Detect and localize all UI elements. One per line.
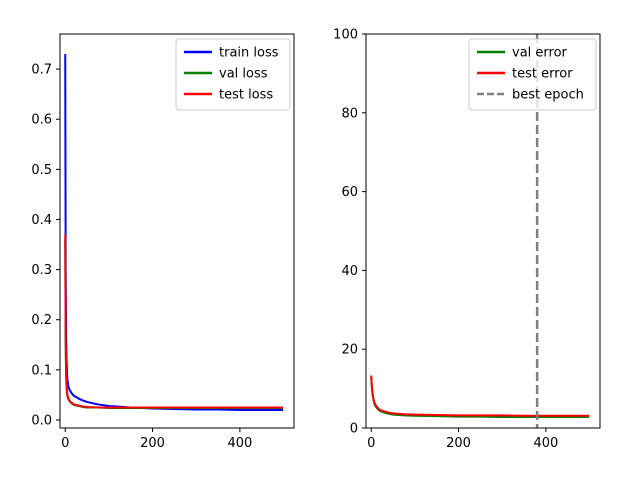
error-axes-ticks: 0 200 400 0 20 40 60 80 100 [333, 28, 558, 452]
error-axes-frame [365, 33, 601, 429]
loss-legend: train loss val loss test loss [175, 38, 291, 111]
error-legend-label-best-epoch: best epoch [512, 88, 584, 103]
error-series-test-error [370, 375, 590, 417]
error-x-tick-label: 200 [446, 436, 471, 451]
loss-y-tick-label: 0.3 [31, 263, 52, 278]
error-legend: val error test error best epoch [468, 38, 597, 111]
error-legend-label-val-error: val error [512, 46, 568, 61]
loss-y-tick-label: 0.1 [31, 363, 52, 378]
error-y-tick-label: 60 [341, 185, 358, 200]
error-y-tick-label: 100 [333, 28, 358, 43]
loss-y-tick-label: 0.4 [31, 213, 52, 228]
error-y-tick-label: 40 [341, 264, 358, 279]
loss-subplot: 0 200 400 0.0 0.1 0.2 0.3 0.4 0.5 0.6 0.7 train lo… [31, 33, 295, 451]
loss-y-tick-label: 0.0 [31, 413, 52, 428]
loss-legend-label-test-loss: test loss [219, 88, 273, 103]
loss-y-tick-label: 0.2 [31, 313, 52, 328]
loss-y-tick-label: 0.5 [31, 163, 52, 178]
error-x-tick-label: 400 [533, 436, 558, 451]
error-x-tick-label: 0 [367, 436, 375, 451]
loss-y-tick-label: 0.6 [31, 113, 52, 128]
loss-legend-box [175, 38, 291, 111]
loss-x-tick-label: 0 [61, 436, 69, 451]
error-y-tick-label: 80 [341, 106, 358, 121]
loss-axes-frame [59, 33, 295, 429]
loss-axes-ticks: 0 200 400 0.0 0.1 0.2 0.3 0.4 0.5 0.6 0.7 [31, 63, 252, 451]
loss-x-tick-label: 200 [140, 436, 165, 451]
loss-y-tick-label: 0.7 [31, 63, 52, 78]
loss-x-tick-label: 400 [227, 436, 252, 451]
loss-plot-area [64, 54, 284, 411]
error-y-tick-label: 0 [350, 422, 358, 437]
error-legend-label-test-error: test error [512, 67, 573, 82]
loss-series-test-loss [64, 234, 284, 409]
error-y-tick-label: 20 [341, 343, 358, 358]
loss-legend-label-val-loss: val loss [219, 67, 268, 82]
loss-legend-label-train-loss: train loss [219, 46, 279, 61]
error-legend-box [468, 38, 597, 111]
error-subplot: 0 200 400 0 20 40 60 80 100 val error test error b… [333, 28, 601, 452]
